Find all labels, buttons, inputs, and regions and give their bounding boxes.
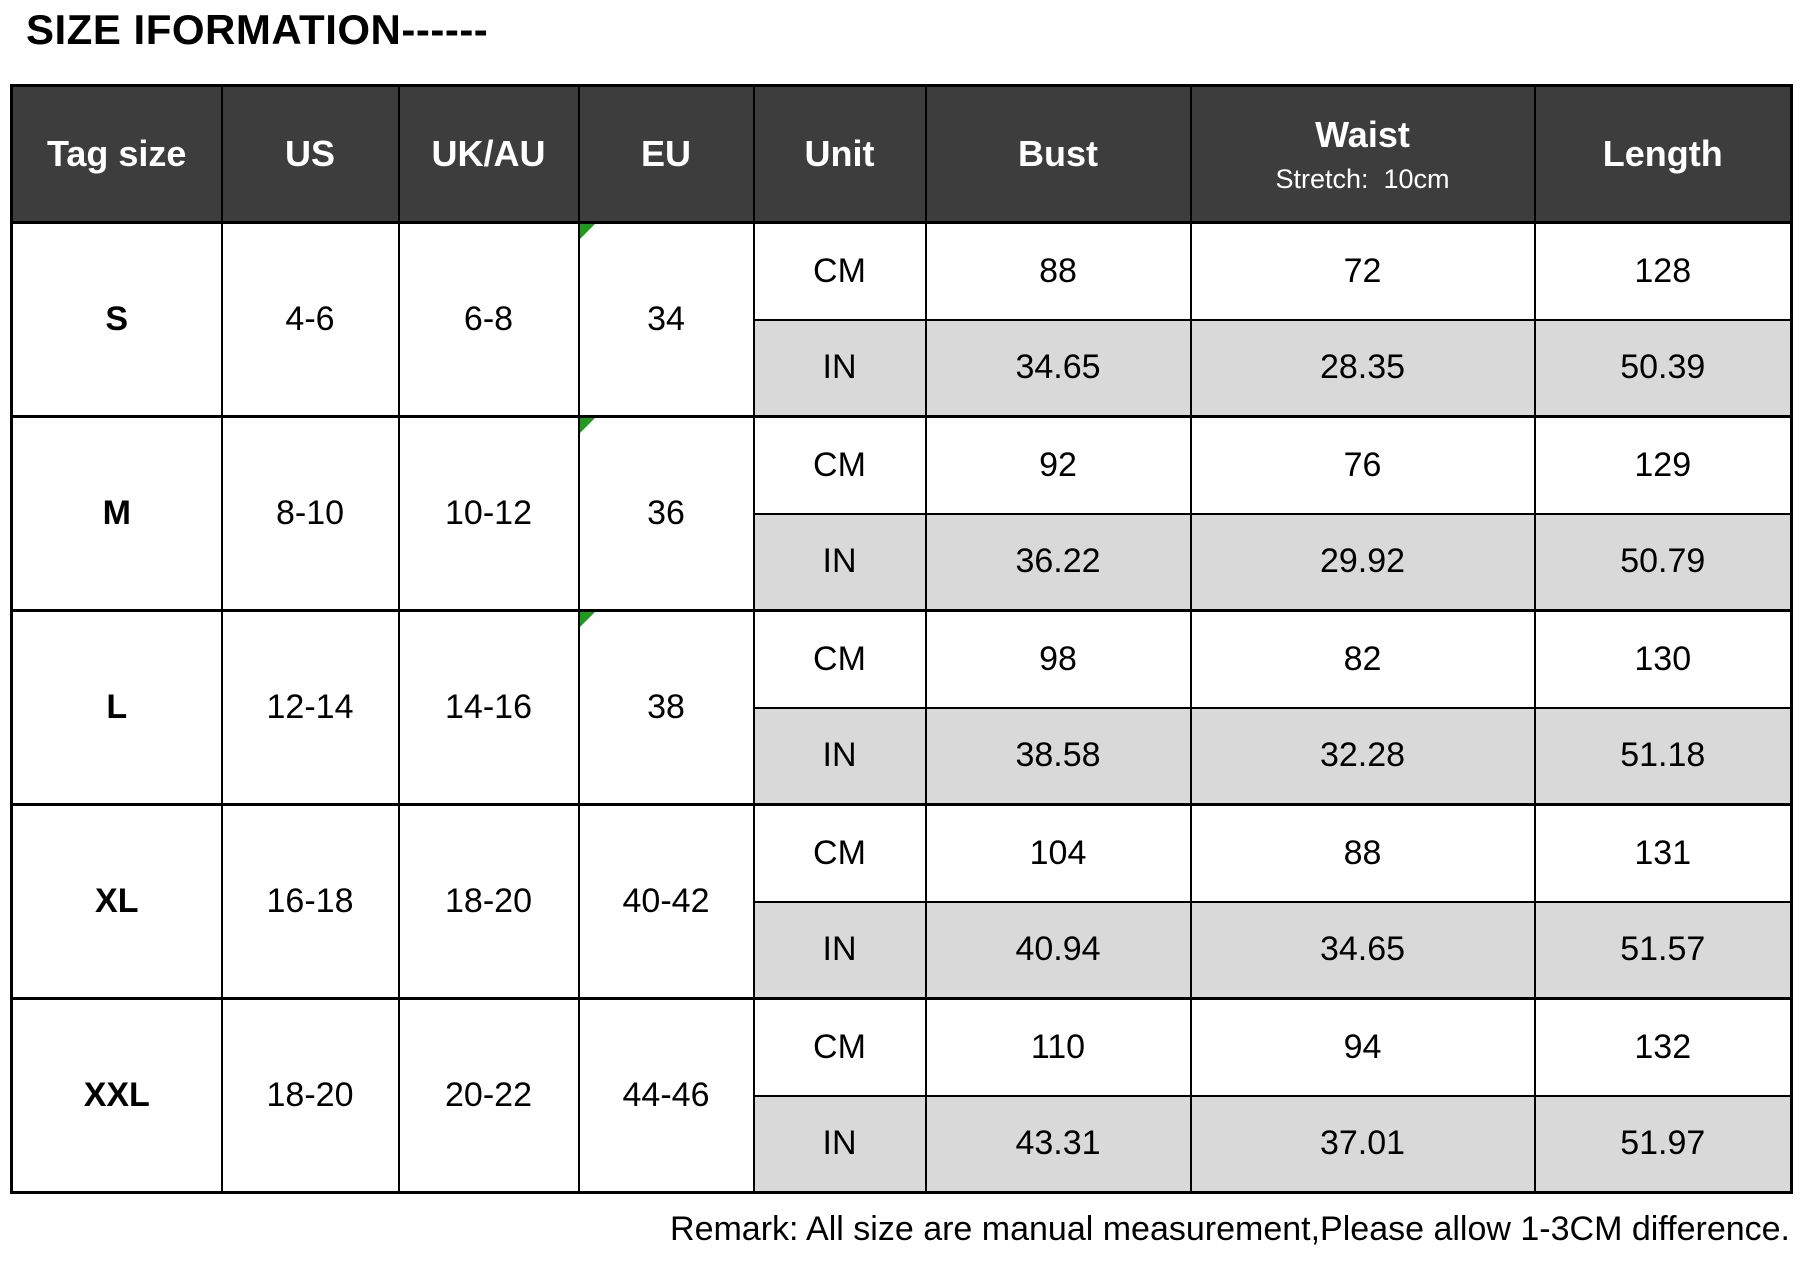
header-unit: Unit <box>752 84 927 224</box>
cell-unit: CM <box>752 415 927 515</box>
table-row-s-cm: S 4-6 6-8 34 CM 88 72 128 <box>10 221 1793 418</box>
cell-length: 132 <box>1533 997 1793 1097</box>
cell-tag-size: XXL <box>10 997 223 1194</box>
cell-eu: 38 <box>577 609 755 806</box>
cell-eu-value: 34 <box>647 300 685 338</box>
cell-length: 51.97 <box>1533 1094 1793 1194</box>
cell-length: 128 <box>1533 221 1793 321</box>
cell-unit: CM <box>752 997 927 1097</box>
cell-length: 50.79 <box>1533 512 1793 612</box>
cell-unit: IN <box>752 512 927 612</box>
cell-length: 130 <box>1533 609 1793 709</box>
cell-length: 131 <box>1533 803 1793 903</box>
cell-unit: CM <box>752 609 927 709</box>
header-bust: Bust <box>924 84 1192 224</box>
cell-unit: CM <box>752 803 927 903</box>
cell-us: 18-20 <box>220 997 400 1194</box>
cell-eu: 44-46 <box>577 997 755 1194</box>
cell-eu-value: 36 <box>647 494 685 532</box>
header-length: Length <box>1533 84 1793 224</box>
table-row-xl-cm: XL 16-18 18-20 40-42 CM 104 88 131 <box>10 803 1793 1000</box>
cell-length: 50.39 <box>1533 318 1793 418</box>
cell-bust: 36.22 <box>924 512 1192 612</box>
header-waist: Waist Stretch: 10cm <box>1189 84 1536 224</box>
excel-flag-icon <box>580 419 595 433</box>
cell-unit: IN <box>752 706 927 806</box>
cell-waist: 72 <box>1189 221 1536 321</box>
header-waist-label: Waist <box>1315 113 1410 155</box>
header-row: Tag size US UK/AU EU Unit Bust Waist Str… <box>10 84 1793 224</box>
cell-length: 129 <box>1533 415 1793 515</box>
cell-eu: 40-42 <box>577 803 755 1000</box>
table-row-m-cm: M 8-10 10-12 36 CM 92 76 129 <box>10 415 1793 612</box>
cell-eu: 34 <box>577 221 755 418</box>
cell-waist: 88 <box>1189 803 1536 903</box>
table-row-s-in: IN 34.65 28.35 50.39 <box>12 318 1793 418</box>
cell-bust: 43.31 <box>924 1094 1192 1194</box>
cell-bust: 104 <box>924 803 1192 903</box>
cell-waist: 28.35 <box>1189 318 1536 418</box>
table-row-xl-in: IN 40.94 34.65 51.57 <box>12 900 1793 1000</box>
cell-length: 51.18 <box>1533 706 1793 806</box>
cell-waist: 29.92 <box>1189 512 1536 612</box>
cell-eu-value: 40-42 <box>622 882 710 920</box>
cell-tag-size: XL <box>10 803 223 1000</box>
header-eu: EU <box>577 84 755 224</box>
cell-eu: 36 <box>577 415 755 612</box>
cell-bust: 34.65 <box>924 318 1192 418</box>
cell-tag-size: S <box>10 221 223 418</box>
cell-waist: 76 <box>1189 415 1536 515</box>
remark-text: Remark: All size are manual measurement,… <box>670 1210 1790 1248</box>
cell-us: 16-18 <box>220 803 400 1000</box>
cell-us: 12-14 <box>220 609 400 806</box>
cell-unit: IN <box>752 1094 927 1194</box>
cell-uk-au: 6-8 <box>397 221 580 418</box>
cell-eu-value: 44-46 <box>622 1076 710 1114</box>
cell-uk-au: 18-20 <box>397 803 580 1000</box>
cell-bust: 92 <box>924 415 1192 515</box>
cell-tag-size: L <box>10 609 223 806</box>
cell-uk-au: 10-12 <box>397 415 580 612</box>
cell-waist: 34.65 <box>1189 900 1536 1000</box>
cell-us: 4-6 <box>220 221 400 418</box>
cell-unit: IN <box>752 318 927 418</box>
cell-bust: 98 <box>924 609 1192 709</box>
cell-bust: 110 <box>924 997 1192 1097</box>
header-us: US <box>220 84 400 224</box>
header-uk-au: UK/AU <box>397 84 580 224</box>
cell-tag-size: M <box>10 415 223 612</box>
cell-bust: 88 <box>924 221 1192 321</box>
table-row-xxl-cm: XXL 18-20 20-22 44-46 CM 110 94 132 <box>10 997 1793 1194</box>
table-row-xxl-in: IN 43.31 37.01 51.97 <box>12 1094 1793 1194</box>
cell-uk-au: 14-16 <box>397 609 580 806</box>
excel-flag-icon <box>580 225 595 239</box>
cell-eu-value: 38 <box>647 688 685 726</box>
cell-bust: 40.94 <box>924 900 1192 1000</box>
cell-uk-au: 20-22 <box>397 997 580 1194</box>
table-row-l-in: IN 38.58 32.28 51.18 <box>12 706 1793 806</box>
cell-waist: 37.01 <box>1189 1094 1536 1194</box>
cell-waist: 82 <box>1189 609 1536 709</box>
cell-waist: 32.28 <box>1189 706 1536 806</box>
cell-bust: 38.58 <box>924 706 1192 806</box>
cell-unit: IN <box>752 900 927 1000</box>
cell-unit: CM <box>752 221 927 321</box>
header-waist-stretch-note: Stretch: 10cm <box>1275 163 1450 194</box>
page-title: SIZE IFORMATION------ <box>26 6 489 53</box>
table-row-m-in: IN 36.22 29.92 50.79 <box>12 512 1793 612</box>
cell-waist: 94 <box>1189 997 1536 1097</box>
header-tag-size: Tag size <box>10 84 223 224</box>
cell-us: 8-10 <box>220 415 400 612</box>
excel-flag-icon <box>580 613 595 627</box>
cell-length: 51.57 <box>1533 900 1793 1000</box>
table-row-l-cm: L 12-14 14-16 38 CM 98 82 130 <box>10 609 1793 806</box>
size-table: Tag size US UK/AU EU Unit Bust Waist Str… <box>10 84 1793 1194</box>
